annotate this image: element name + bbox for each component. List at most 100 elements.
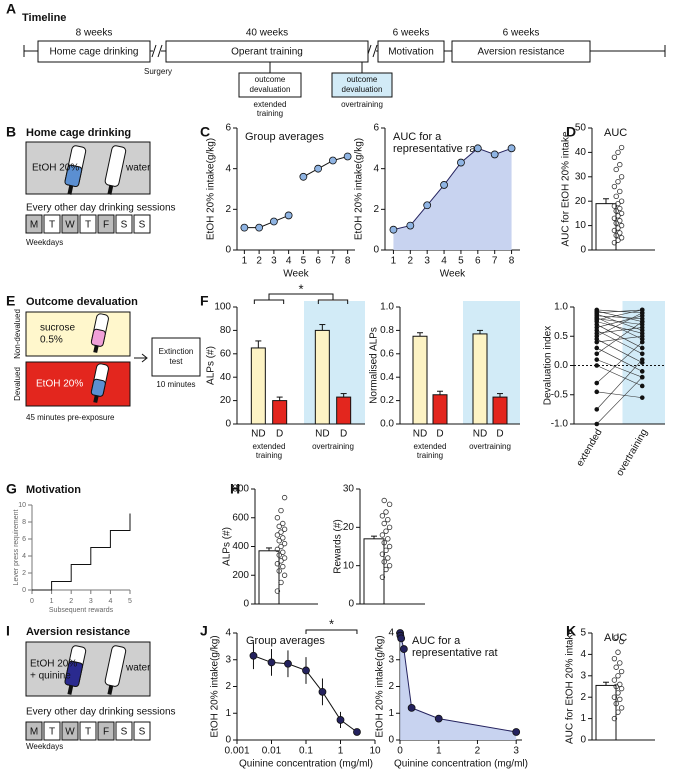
point (278, 558, 284, 564)
point (389, 225, 398, 234)
panel-label: K (566, 623, 576, 639)
point (617, 161, 623, 168)
point (274, 532, 281, 538)
y-tick-label: 0 (388, 735, 394, 746)
schedule-footer: Weekdays (26, 238, 63, 247)
panel-label: H (230, 481, 240, 497)
y-tick-label: 40 (575, 147, 587, 158)
point (615, 649, 621, 655)
y-tick-label: 0.8 (380, 325, 394, 336)
day-label: T (49, 727, 55, 738)
x-tick-label: 1 (50, 598, 54, 605)
point (381, 539, 387, 546)
y-tick-label: 2 (388, 681, 394, 692)
x-axis-label: Quinine concentration (mg/ml) (239, 759, 373, 770)
point (434, 714, 443, 723)
point (594, 421, 600, 427)
pair-line (596, 309, 643, 321)
point (611, 694, 618, 700)
y-tick-label: -1.0 (551, 419, 569, 430)
chart-title: representative rat (412, 647, 498, 659)
y-tick-label: 2 (225, 681, 231, 692)
y-tick-label: 0 (22, 587, 26, 594)
phase-box (37, 40, 151, 63)
point (639, 374, 645, 380)
y-axis-label: Lever press requirement (13, 510, 20, 586)
bar (272, 400, 288, 425)
bar (472, 333, 488, 425)
day-label: F (103, 727, 109, 738)
y-axis-label: EtOH 20% intake(g/kg) (375, 635, 386, 737)
x-tick-label: 1 (242, 256, 248, 267)
point (385, 536, 391, 542)
day-box (43, 214, 61, 234)
point (383, 547, 389, 554)
y-tick-label: 600 (232, 512, 249, 523)
day-label: T (49, 220, 55, 231)
x-tick-label: 3 (89, 598, 93, 605)
y-tick-label: 3 (580, 670, 586, 681)
day-box (97, 721, 115, 741)
point (639, 369, 645, 374)
pair-line (596, 315, 643, 328)
panel-label: B (6, 124, 16, 140)
x-tick-label: 2 (408, 256, 414, 267)
y-tick-label: 1 (388, 708, 394, 719)
condition-label: Devalued (13, 367, 22, 401)
point (639, 345, 645, 351)
bar (432, 394, 448, 425)
point (314, 164, 323, 173)
point (594, 363, 600, 368)
pair-line (596, 310, 643, 322)
point (618, 705, 625, 711)
day-box (97, 214, 115, 234)
point (613, 634, 619, 640)
point (280, 520, 286, 527)
x-tick-label: ND (413, 429, 427, 440)
x-tick-label: extended (575, 427, 605, 468)
test-label: devaluation (250, 85, 291, 94)
preexposure: 45 minutes pre-exposure (26, 413, 115, 422)
x-tick-label: 0 (397, 746, 403, 757)
point (617, 660, 623, 666)
pair-line (596, 321, 643, 334)
phase: Home cage drinking (50, 47, 139, 58)
day-box (115, 214, 133, 234)
break-mark (151, 44, 378, 58)
x-tick-label: 7 (330, 256, 336, 267)
bottle (90, 363, 109, 403)
point (457, 158, 465, 167)
x-tick-label: 0.001 (224, 746, 249, 757)
x-axis-label: Week (283, 269, 309, 280)
pair-line (596, 335, 643, 343)
y-axis-label: ALPs (#) (222, 527, 233, 566)
solution: 0.5% (40, 335, 63, 346)
significance: * (298, 281, 303, 296)
shade (463, 301, 520, 424)
point (274, 546, 281, 553)
x-axis-label: Week (440, 269, 466, 280)
y-tick-label: 2 (22, 570, 26, 577)
point (381, 497, 387, 504)
pair-line (596, 312, 643, 337)
group-label: training (256, 451, 282, 460)
point (613, 220, 619, 226)
y-tick-label: 100 (214, 302, 231, 313)
y-axis-label: EtOH 20% intake(g/kg) (354, 138, 365, 240)
bottle (64, 645, 87, 695)
point (274, 588, 281, 594)
y-tick-label: 0 (225, 735, 231, 746)
point (611, 677, 618, 683)
panel-title: Aversion resistance (26, 626, 130, 638)
y-tick-label: 10 (343, 560, 355, 571)
y-axis-label: Devaluation index (543, 326, 554, 406)
y-axis-label: ALPs (#) (206, 346, 217, 385)
x-tick-label: 7 (492, 256, 498, 267)
point (639, 351, 645, 357)
y-tick-label: 50 (575, 123, 587, 134)
y-tick-label: 3 (388, 654, 394, 665)
point (615, 709, 621, 715)
y-tick-label: 0.4 (380, 372, 394, 383)
x-tick-label: 8 (509, 256, 515, 267)
significance-bracket (253, 293, 349, 304)
